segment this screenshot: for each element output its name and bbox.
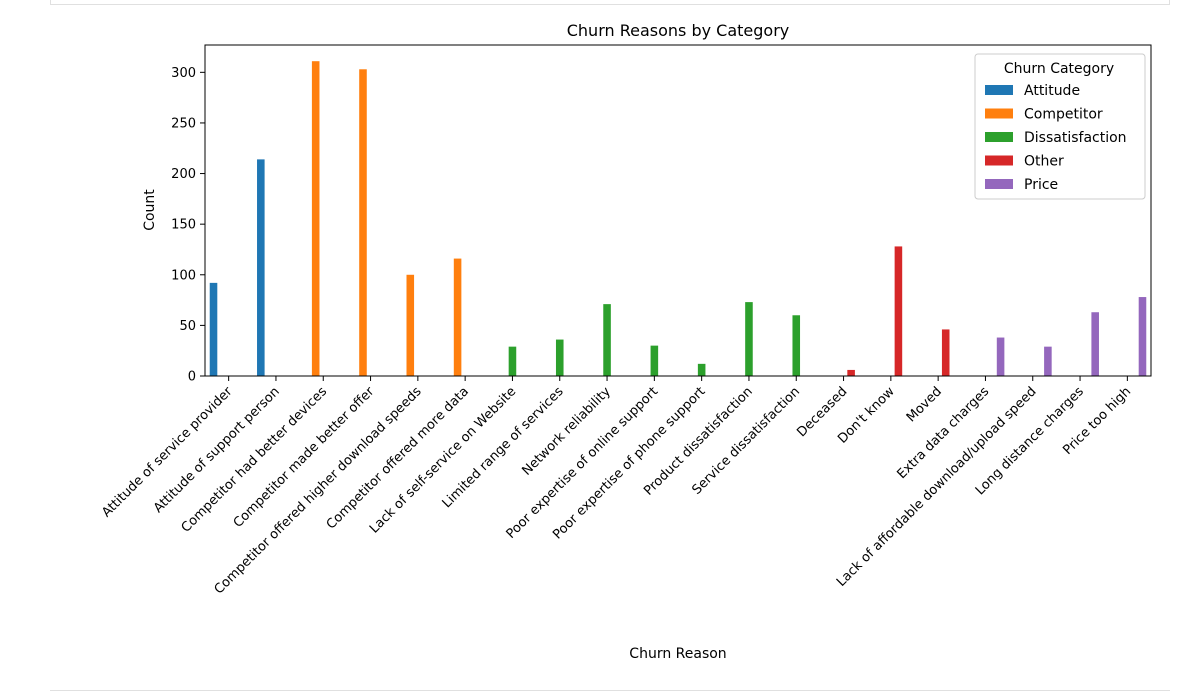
bar-competitor-2 bbox=[311, 61, 320, 376]
bar-dissatisfaction-9 bbox=[650, 345, 659, 376]
bar-price-17 bbox=[1044, 346, 1052, 376]
y-tick-label: 300 bbox=[171, 66, 196, 81]
output-cell-bottom-border bbox=[50, 690, 1170, 691]
y-tick-label: 250 bbox=[171, 116, 196, 131]
legend-label-dissatisfaction: Dissatisfaction bbox=[1024, 130, 1127, 146]
legend-label-competitor: Competitor bbox=[1024, 107, 1103, 123]
y-tick-label: 150 bbox=[171, 218, 196, 233]
legend-title: Churn Category bbox=[1004, 61, 1114, 77]
bar-other-13 bbox=[847, 369, 855, 376]
bar-dissatisfaction-11 bbox=[745, 302, 753, 376]
bar-competitor-4 bbox=[406, 274, 415, 376]
bar-dissatisfaction-7 bbox=[555, 339, 564, 376]
bar-price-16 bbox=[996, 337, 1005, 376]
legend: Churn Category Attitude Competitor Dissati… bbox=[974, 53, 1146, 200]
legend-swatch-competitor bbox=[985, 108, 1013, 119]
bar-competitor-3 bbox=[359, 69, 367, 376]
y-tick-label: 200 bbox=[171, 167, 196, 182]
bar-dissatisfaction-6 bbox=[508, 346, 517, 376]
legend-label-other: Other bbox=[1024, 154, 1064, 170]
y-tick-label: 50 bbox=[179, 319, 196, 334]
bar-attitude-1 bbox=[257, 159, 265, 376]
output-cell-top-border bbox=[50, 0, 1170, 5]
bar-dissatisfaction-10 bbox=[697, 363, 706, 376]
x-axis-title: Churn Reason bbox=[629, 646, 726, 662]
bar-dissatisfaction-12 bbox=[792, 315, 801, 376]
bar-price-18 bbox=[1091, 312, 1099, 376]
legend-label-price: Price bbox=[1024, 177, 1058, 193]
x-tick-label: Moved bbox=[904, 384, 945, 425]
x-tick-label: Network reliability bbox=[519, 384, 614, 479]
chart-title: Churn Reasons by Category bbox=[567, 21, 790, 40]
y-axis-title: Count bbox=[142, 189, 158, 231]
legend-label-attitude: Attitude bbox=[1024, 83, 1080, 99]
bar-other-15 bbox=[941, 329, 950, 376]
y-tick-label: 100 bbox=[171, 268, 196, 283]
legend-swatch-other bbox=[985, 155, 1013, 166]
legend-box bbox=[974, 53, 1146, 200]
legend-swatch-attitude bbox=[985, 85, 1013, 95]
legend-swatch-price bbox=[985, 179, 1013, 189]
bars-group bbox=[209, 61, 1147, 376]
bar-other-14 bbox=[894, 246, 903, 376]
bar-dissatisfaction-8 bbox=[603, 304, 611, 376]
bar-price-19 bbox=[1138, 297, 1147, 376]
bar-competitor-5 bbox=[453, 258, 462, 376]
legend-items: Attitude Competitor Dissatisfaction Other Pr… bbox=[985, 83, 1127, 193]
plot-frame bbox=[204, 44, 1152, 377]
legend-swatch-dissatisfaction bbox=[985, 132, 1013, 142]
bar-attitude-0 bbox=[209, 282, 218, 376]
x-tick-label: Extra data charges bbox=[894, 384, 992, 482]
y-tick-label: 0 bbox=[188, 370, 196, 385]
y-axis: 0 50 100 150 200 250 300 bbox=[171, 66, 205, 385]
